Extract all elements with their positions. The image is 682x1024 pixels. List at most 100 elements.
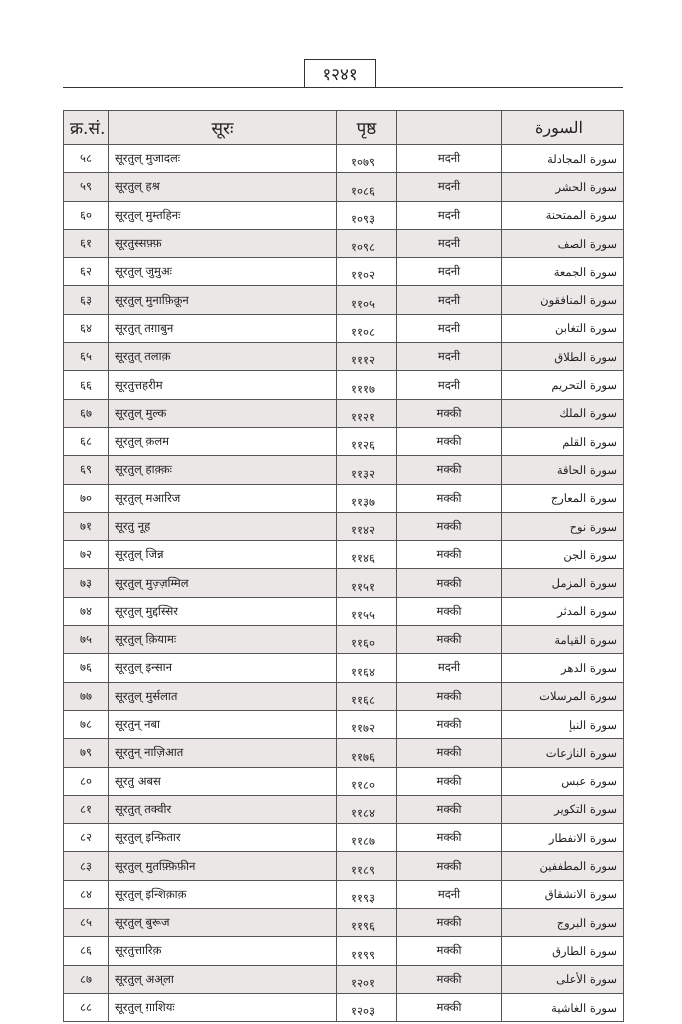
serial-cell: ६३ <box>63 285 109 315</box>
revelation-type-cell: मदनी <box>396 370 502 400</box>
table-row: ८१ सूरतुत् तक्वीर ११८४ मक्की سورة التكوير <box>63 794 624 825</box>
serial-cell: ७० <box>63 483 109 513</box>
surah-name-cell: सूरतुत् तग़ाबुन <box>108 313 337 344</box>
surah-index-table: क्र.सं. सूरः पृष्ठ السورة ५८ सूरतुल् मुजा… <box>63 110 624 1023</box>
table-row: ७३ सूरतुल् मुज़्ज़म्मिल ११५१ मक्की سورة المز… <box>63 568 624 598</box>
page-cell: ११३७ <box>336 483 397 513</box>
table-row: ६४ सूरतुत् तग़ाबुन ११०८ मदनी سورة التغابن <box>63 313 624 344</box>
revelation-type-cell: मक्की <box>396 625 502 655</box>
surah-name-cell: सूरतुल् मुम्तहिनः <box>108 200 337 230</box>
revelation-type-cell: मदनी <box>396 257 502 287</box>
surah-name-cell: सूरतुल् मआरिज <box>108 483 337 513</box>
arabic-name-cell: سورة الممتحنة <box>501 200 624 230</box>
serial-cell: ७१ <box>63 511 109 542</box>
page-cell: ११९६ <box>336 908 397 938</box>
surah-name-cell: सूरतुत्तहरीम <box>108 370 337 400</box>
surah-name-cell: सूरतुल् मुर्सलात <box>108 681 337 711</box>
page-cell: ११३२ <box>336 455 397 485</box>
arabic-name-cell: سورة الطارق <box>501 936 624 966</box>
page-cell: ११७६ <box>336 738 397 768</box>
serial-cell: ८६ <box>63 936 109 966</box>
table-row: ६७ सूरतुल् मुल्क ११२१ मक्की سورة الملك <box>63 398 624 428</box>
surah-name-cell: सूरतुल् इन्सान <box>108 653 337 683</box>
revelation-type-cell: मक्की <box>396 851 502 881</box>
header-type <box>396 110 502 145</box>
arabic-name-cell: سورة المنافقون <box>501 285 624 315</box>
arabic-name-cell: سورة المجادلة <box>501 143 624 174</box>
page-cell: ११५५ <box>336 596 397 627</box>
serial-cell: ५८ <box>63 143 109 174</box>
table-row: ६९ सूरतुल् हाक़्क़ः ११३२ मक्की سورة الحاقة <box>63 455 624 485</box>
table-row: ७६ सूरतुल् इन्सान ११६४ मदनी سورة الدهر <box>63 653 624 683</box>
page-cell: ११२६ <box>336 426 397 457</box>
page-cell: ११६८ <box>336 681 397 711</box>
surah-name-cell: सूरतुल् ग़ाशियः <box>108 992 337 1023</box>
serial-cell: ६७ <box>63 398 109 428</box>
table-row: ८२ सूरतुल् इन्फ़ितार ११८७ मक्की سورة الانفطا… <box>63 823 624 853</box>
table-row: ७८ सूरतुन् नबा ११७२ मक्की سورة النبإ <box>63 709 624 740</box>
table-row: ६५ सूरतुत् तलाक़ १११२ मदनी سورة الطلاق <box>63 342 624 372</box>
revelation-type-cell: मदनी <box>396 313 502 344</box>
surah-name-cell: सूरतुस्सफ़्फ़ <box>108 228 337 259</box>
revelation-type-cell: मदनी <box>396 653 502 683</box>
surah-name-cell: सूरतुल् क़ियामः <box>108 625 337 655</box>
revelation-type-cell: मक्की <box>396 511 502 542</box>
surah-name-cell: सूरतुल् इन्फ़ितार <box>108 823 337 853</box>
arabic-name-cell: سورة المرسلات <box>501 681 624 711</box>
serial-cell: ६८ <box>63 426 109 457</box>
table-row: ८६ सूरतुत्तारिक़ ११९९ मक्की سورة الطارق <box>63 936 624 966</box>
arabic-name-cell: سورة الجمعة <box>501 257 624 287</box>
surah-name-cell: सूरतुत् तलाक़ <box>108 342 337 372</box>
surah-name-cell: सूरतुल् हश्र <box>108 172 337 202</box>
surah-name-cell: सूरतुल् मुद्दस्सिर <box>108 596 337 627</box>
arabic-name-cell: سورة الحاقة <box>501 455 624 485</box>
page-cell: ११९९ <box>336 936 397 966</box>
table-row: ८५ सूरतुल् बुरूज ११९६ मक्की سورة البروج <box>63 908 624 938</box>
page-cell: ११८७ <box>336 823 397 853</box>
table-row: ७२ सूरतुल् जिन्न ११४६ मक्की سورة الجن <box>63 540 624 570</box>
serial-cell: ७६ <box>63 653 109 683</box>
page-cell: १२०१ <box>336 964 397 994</box>
page-cell: १११७ <box>336 370 397 400</box>
surah-name-cell: सूरतुल् हाक़्क़ः <box>108 455 337 485</box>
revelation-type-cell: मक्की <box>396 766 502 796</box>
revelation-type-cell: मक्की <box>396 992 502 1023</box>
table-row: ७९ सूरतुन् नाज़िआत ११७६ मक्की سورة النازعات <box>63 738 624 768</box>
page-cell: ११४२ <box>336 511 397 542</box>
revelation-type-cell: मदनी <box>396 285 502 315</box>
page-cell: ११४६ <box>336 540 397 570</box>
table-row: ५८ सूरतुल् मुजादलः १०७९ मदनी سورة المجادلة <box>63 143 624 174</box>
surah-name-cell: सूरतुल् मुल्क <box>108 398 337 428</box>
revelation-type-cell: मक्की <box>396 426 502 457</box>
arabic-name-cell: سورة الانشقاق <box>501 879 624 910</box>
table-row: ५९ सूरतुल् हश्र १०८६ मदनी سورة الحشر <box>63 172 624 202</box>
revelation-type-cell: मदनी <box>396 200 502 230</box>
surah-name-cell: सूरतुल् अअ्ला <box>108 964 337 994</box>
page-cell: ११०८ <box>336 313 397 344</box>
table-row: ८३ सूरतुल् मुतफ़्फ़िफ़ीन ११८९ मक्की سورة الم… <box>63 851 624 881</box>
page-cell: ११२१ <box>336 398 397 428</box>
revelation-type-cell: मक्की <box>396 398 502 428</box>
table-row: ६३ सूरतुल् मुनाफ़िक़ून ११०५ मदनी سورة المناف… <box>63 285 624 315</box>
page-number: १२४१ <box>304 59 376 88</box>
revelation-type-cell: मक्की <box>396 455 502 485</box>
page-cell: १०९३ <box>336 200 397 230</box>
table-row: ८७ सूरतुल् अअ्ला १२०१ मक्की سورة الأعلى <box>63 964 624 994</box>
serial-cell: ७५ <box>63 625 109 655</box>
revelation-type-cell: मक्की <box>396 596 502 627</box>
serial-cell: ६६ <box>63 370 109 400</box>
revelation-type-cell: मक्की <box>396 823 502 853</box>
surah-name-cell: सूरतुल् इन्शिक़ाक़ <box>108 879 337 910</box>
serial-cell: ८० <box>63 766 109 796</box>
header-page: पृष्ठ <box>336 110 397 145</box>
table-row: ७७ सूरतुल् मुर्सलात ११६८ मक्की سورة المرسلات <box>63 681 624 711</box>
revelation-type-cell: मक्की <box>396 540 502 570</box>
header-rule <box>63 87 623 88</box>
serial-cell: ५९ <box>63 172 109 202</box>
surah-name-cell: सूरतुल् बुरूज <box>108 908 337 938</box>
serial-cell: ७८ <box>63 709 109 740</box>
revelation-type-cell: मक्की <box>396 681 502 711</box>
page-cell: ११०२ <box>336 257 397 287</box>
surah-name-cell: सूरतुल् मुनाफ़िक़ून <box>108 285 337 315</box>
table-row: ६१ सूरतुस्सफ़्फ़ १०९८ मदनी سورة الصف <box>63 228 624 259</box>
